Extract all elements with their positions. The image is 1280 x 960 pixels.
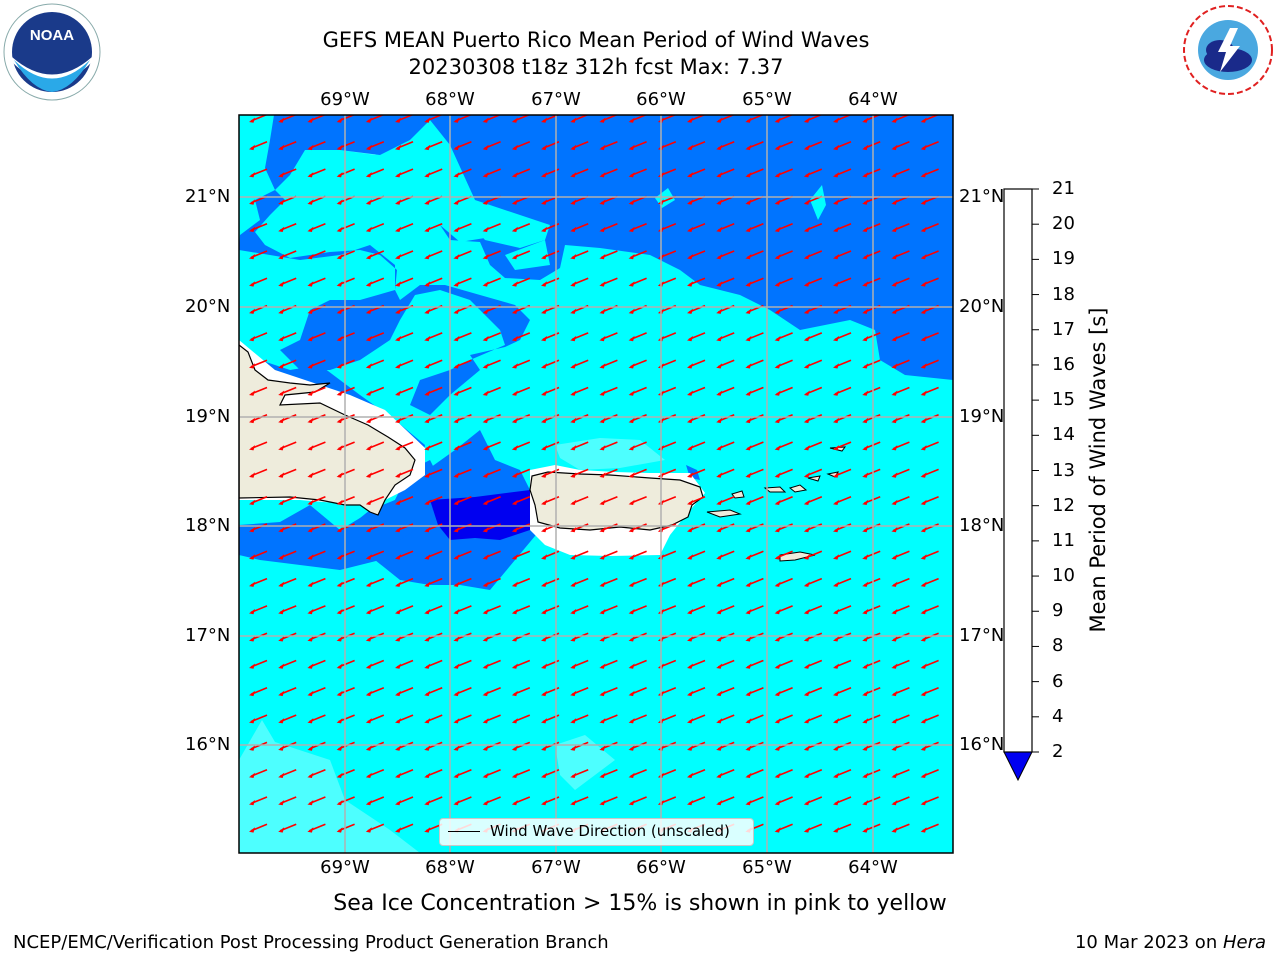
map-frame (238, 114, 954, 854)
ocean-4-6s-hole-b (505, 240, 550, 270)
colorbar-title: Mean Period of Wind Waves [s] (1086, 307, 1110, 633)
land-vieques (706, 509, 742, 518)
nws-logo (1180, 2, 1276, 98)
colorbar-tick-label: 12 (1052, 494, 1075, 516)
legend-line-swatch (448, 831, 480, 832)
lon-label-bottom: 64°W (848, 857, 898, 878)
map-legend: Wind Wave Direction (unscaled) (439, 818, 754, 846)
colorbar-tick-label: 14 (1052, 424, 1075, 446)
chart-subtitle: 20230308 t18z 312h fcst Max: 7.37 (408, 55, 784, 79)
ocean-4-6s-hole-d (810, 185, 826, 220)
lat-label-right: 16°N (959, 734, 1005, 755)
colorbar-tick-label: 10 (1052, 565, 1075, 587)
lat-label-left: 18°N (185, 515, 231, 536)
lon-label-top: 64°W (848, 89, 898, 110)
lon-label-top: 67°W (531, 89, 581, 110)
colorbar-tick-label: 19 (1052, 248, 1075, 270)
lon-label-top: 65°W (742, 89, 792, 110)
noaa-logo: NOAA (2, 2, 102, 102)
colorbar-tick-label: 9 (1052, 600, 1064, 622)
lon-label-top: 68°W (425, 89, 475, 110)
ocean-2-4s-hispaniola-south (239, 460, 440, 570)
ocean-lt-2s (430, 490, 530, 540)
lat-label-left: 21°N (185, 186, 231, 207)
lon-label-top: 69°W (320, 89, 370, 110)
lon-label-bottom: 65°W (742, 857, 792, 878)
footer-host: Hera (1222, 932, 1266, 953)
lat-label-right: 21°N (959, 186, 1005, 207)
colorbar-tick-label: 2 (1052, 741, 1064, 762)
colorbar-tick-label: 20 (1052, 213, 1075, 235)
ocean-2-4s-north (239, 115, 953, 415)
ocean-6-8s-patch-mid (555, 735, 615, 790)
colorbar-tick-label: 17 (1052, 318, 1075, 340)
lon-label-top: 66°W (636, 89, 686, 110)
colorbar-under-triangle (1003, 751, 1033, 782)
land-tortola (807, 475, 821, 482)
lat-label-right: 20°N (959, 296, 1005, 317)
land-puerto-rico (529, 471, 704, 531)
lat-label-left: 17°N (185, 625, 231, 646)
colorbar (1003, 188, 1039, 782)
ocean-6-8s-patch-south (239, 720, 420, 853)
colorbar-tick-label: 8 (1052, 635, 1064, 657)
land-st-croix (779, 551, 816, 562)
lat-label-left: 20°N (185, 296, 231, 317)
ocean-4-6s-hole-a (440, 220, 485, 242)
lon-label-bottom: 69°W (320, 857, 370, 878)
colorbar-tick-label: 21 (1052, 178, 1075, 199)
land-st-john (788, 484, 808, 493)
colorbar-frame (1003, 188, 1033, 753)
lat-label-left: 16°N (185, 734, 231, 755)
legend-label: Wind Wave Direction (unscaled) (490, 822, 730, 840)
lon-label-bottom: 68°W (425, 857, 475, 878)
colorbar-tick-label: 16 (1052, 353, 1075, 375)
lon-label-bottom: 67°W (531, 857, 581, 878)
footer-date-text: 10 Mar 2023 on (1074, 932, 1223, 953)
lat-label-left: 19°N (185, 406, 231, 427)
colorbar-tick-label: 15 (1052, 389, 1075, 411)
footer-date: 10 Mar 2023 on Hera (1075, 932, 1266, 953)
svg-text:NOAA: NOAA (30, 27, 74, 44)
colorbar-tick-label: 11 (1052, 529, 1075, 551)
colorbar-tick-label: 6 (1052, 670, 1064, 692)
lat-label-right: 18°N (959, 515, 1005, 536)
colorbar-tick-label: 4 (1052, 705, 1064, 727)
lon-label-bottom: 66°W (636, 857, 686, 878)
colorbar-tick-label: 13 (1052, 459, 1075, 481)
colorbar-tick-label: 18 (1052, 283, 1075, 305)
land-hispaniola (239, 344, 416, 516)
lat-label-right: 19°N (959, 406, 1005, 427)
gridlines (239, 115, 953, 853)
chart-title: GEFS MEAN Puerto Rico Mean Period of Win… (322, 28, 870, 52)
sea-ice-note: Sea Ice Concentration > 15% is shown in … (333, 891, 947, 916)
footer-branch: NCEP/EMC/Verification Post Processing Pr… (13, 932, 609, 953)
lat-label-right: 17°N (959, 625, 1005, 646)
land-st-thomas (763, 486, 787, 493)
